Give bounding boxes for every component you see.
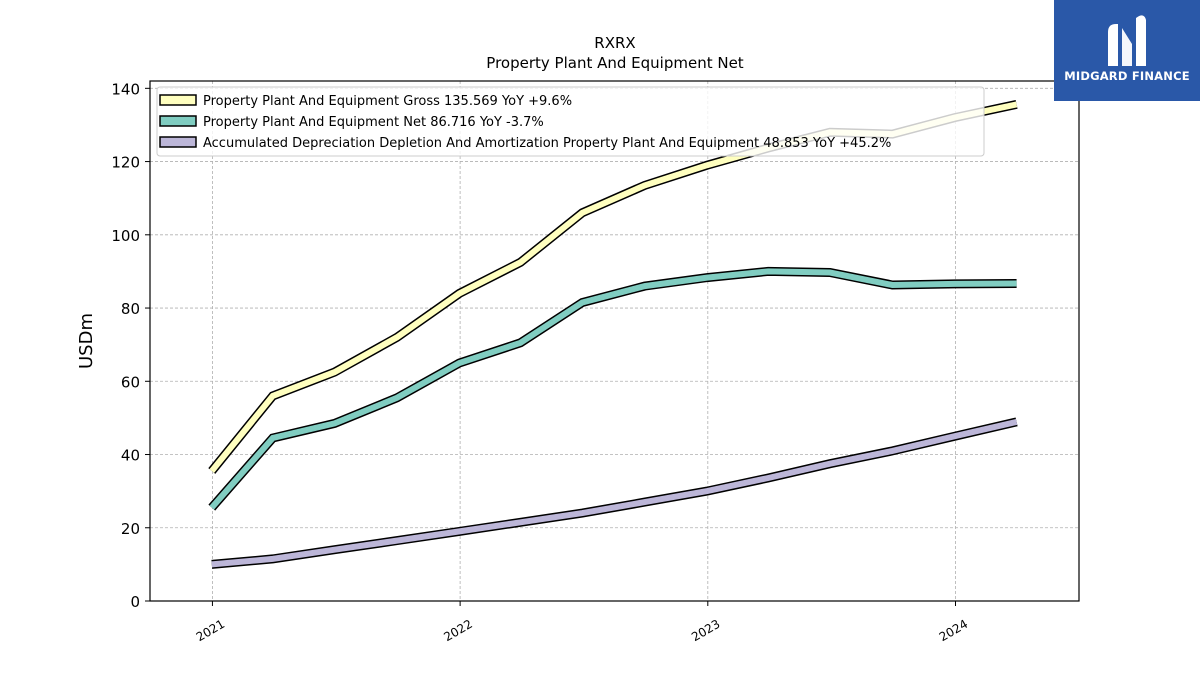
y-tick-label: 100 <box>111 227 140 245</box>
legend-entry: Property Plant And Equipment Net 86.716 … <box>203 115 544 130</box>
y-tick-label: 0 <box>130 593 140 611</box>
brand-name: MIDGARD FINANCE <box>1064 69 1190 83</box>
y-tick-label: 40 <box>121 447 140 465</box>
legend-swatch <box>159 94 197 106</box>
legend: Property Plant And Equipment Gross 135.5… <box>156 86 985 157</box>
y-tick-label: 140 <box>111 80 140 98</box>
y-axis-label: USDm <box>76 313 97 369</box>
series-line-2 <box>211 418 1018 568</box>
legend-entry: Property Plant And Equipment Gross 135.5… <box>203 94 572 109</box>
y-tick-label: 60 <box>121 373 140 391</box>
gridlines <box>150 81 1079 601</box>
series-outline-1 <box>208 266 1017 511</box>
x-tick-label: 2022 <box>441 617 474 644</box>
plot-frame <box>149 80 1080 602</box>
y-tick-label: 80 <box>121 300 140 318</box>
legend-box <box>156 86 985 157</box>
x-tick-label: 2023 <box>689 617 722 644</box>
legend-swatch <box>159 115 197 127</box>
series-line-1 <box>209 268 1017 510</box>
chart-subtitle: Property Plant And Equipment Net <box>486 54 743 72</box>
midgard-m-logo-icon <box>1108 15 1146 66</box>
y-tick-label: 20 <box>121 520 140 538</box>
legend-entry: Accumulated Depreciation Depletion And A… <box>203 136 891 151</box>
legend-swatch <box>159 136 197 148</box>
brand-logo: MIDGARD FINANCE <box>1054 0 1200 101</box>
y-tick-label: 120 <box>111 154 140 172</box>
x-tick-label: 2021 <box>194 617 227 644</box>
series-outline-2 <box>211 417 1018 569</box>
chart-title: RXRX <box>594 34 635 52</box>
series-lines <box>208 99 1018 569</box>
x-tick-label: 2024 <box>937 617 970 644</box>
